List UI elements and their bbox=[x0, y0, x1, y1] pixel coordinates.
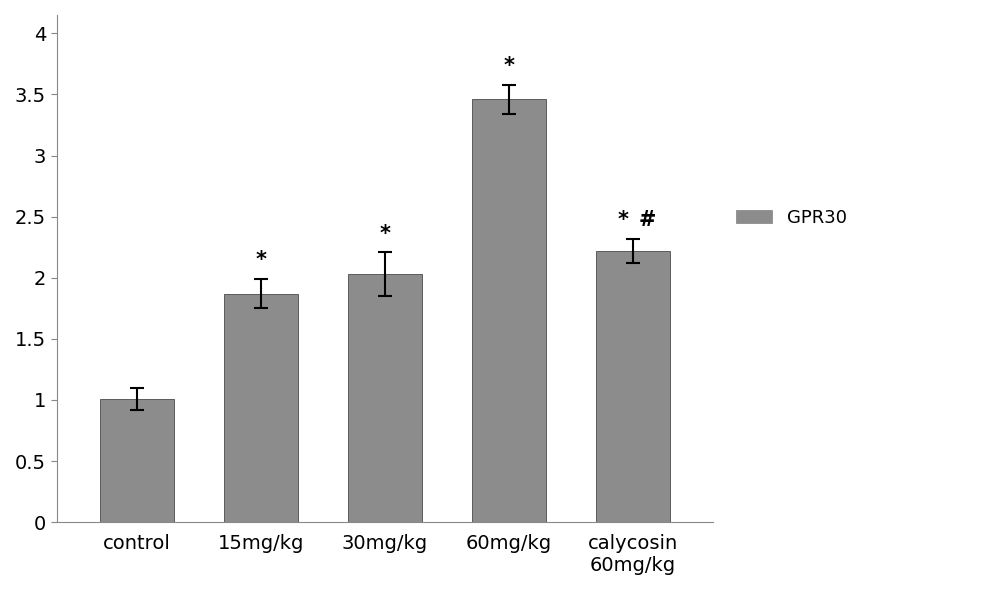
Bar bbox=[348, 274, 422, 522]
Bar bbox=[596, 251, 670, 522]
Legend: GPR30: GPR30 bbox=[729, 202, 854, 234]
Text: *: * bbox=[379, 224, 390, 244]
Text: *: * bbox=[255, 250, 266, 270]
Bar bbox=[100, 399, 174, 522]
Text: #: # bbox=[639, 210, 656, 230]
Bar bbox=[224, 294, 298, 522]
Bar bbox=[472, 99, 546, 522]
Text: *: * bbox=[617, 210, 628, 230]
Text: *: * bbox=[503, 56, 514, 76]
